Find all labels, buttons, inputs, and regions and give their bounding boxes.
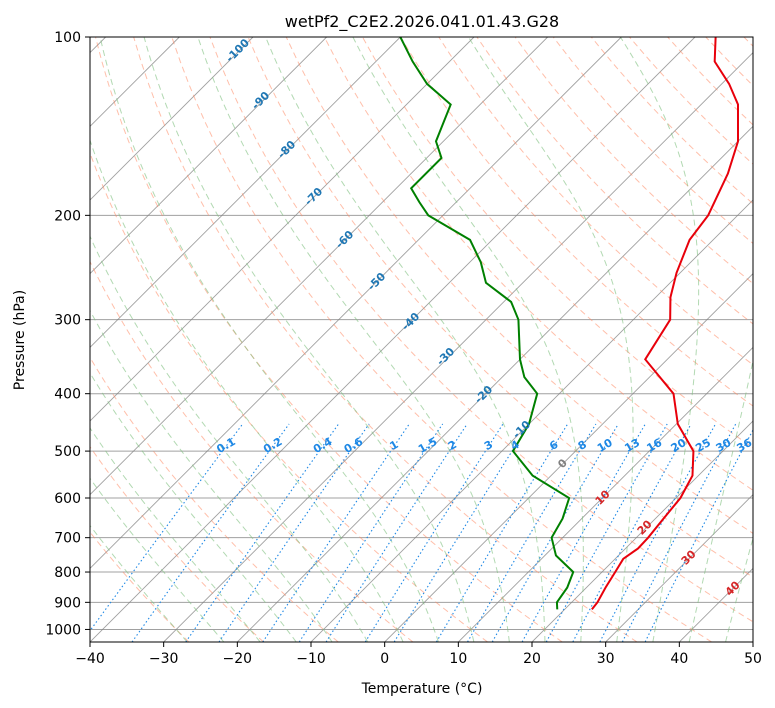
dry-adiabat-line: [323, 37, 753, 491]
x-tick-label: −30: [149, 651, 179, 667]
isotherm-line: [90, 37, 548, 496]
dewpoint-profile-line: [399, 37, 575, 610]
moist-adiabat-lines: [90, 37, 753, 642]
x-tick-label: 10: [449, 651, 467, 667]
dry-adiabat-line: [514, 37, 753, 285]
x-tick-label: −10: [296, 651, 326, 667]
dry-adiabat-line: [90, 445, 264, 642]
moist-adiabat-line: [619, 37, 700, 642]
isotherm-line: [163, 52, 753, 642]
moist-adiabat-line: [99, 37, 439, 642]
mixing-ratio-line: [364, 423, 504, 642]
y-tick-label: 400: [54, 387, 81, 403]
moist-adiabat-line: [197, 37, 510, 642]
mixing-ratio-line: [572, 423, 692, 642]
x-tick-label: 20: [523, 651, 541, 667]
y-tick-label: 500: [54, 444, 81, 460]
isotherm-line: [237, 125, 753, 642]
moist-adiabat-line: [688, 358, 753, 642]
dry-adiabat-line: [90, 260, 414, 642]
y-tick-label: 200: [54, 208, 81, 224]
x-tick-label: −20: [223, 651, 253, 667]
profile-series: [399, 37, 740, 611]
isotherm-line: [90, 37, 622, 569]
mixing-ratio-label: 36: [734, 436, 754, 455]
chart-title: wetPf2_C2E2.2026.041.01.43.G28: [285, 12, 559, 32]
moist-adiabat-line: [90, 235, 369, 642]
axes: −40 −30 −20 −10 0 10 20 30 40 50 100 200 300 400 500 60…: [45, 30, 762, 667]
dry-adiabat-line: [247, 37, 753, 578]
y-axis-label: Pressure (hPa): [12, 290, 28, 390]
dry-adiabat-line: [171, 37, 713, 642]
isotherm-line: [384, 273, 753, 642]
isotherm-line: [90, 37, 401, 348]
mixing-ratio-line: [218, 423, 370, 642]
plot-area: -100-90-80-70-60-50-40-30-20-10010203040…: [90, 37, 754, 642]
dry-adiabat-line: [209, 37, 753, 623]
dry-adiabat-line: [133, 37, 638, 642]
x-tick-label: 50: [744, 651, 762, 667]
isotherm-line: [531, 420, 753, 642]
x-tick-label: 0: [380, 651, 389, 667]
mixing-ratio-line: [599, 423, 716, 642]
y-tick-label: 700: [54, 531, 81, 547]
isotherm-line: [90, 37, 254, 201]
dry-adiabat-line: [90, 356, 339, 642]
isotherm-line: [90, 37, 696, 642]
x-tick-label: 40: [670, 651, 688, 667]
moist-adiabat-line: [90, 427, 261, 642]
y-tick-label: 300: [54, 313, 81, 329]
temperature-profile-line: [591, 37, 740, 611]
y-tick-label: 100: [54, 30, 81, 46]
plot-frame: [89, 36, 754, 643]
mixing-ratio-line: [393, 423, 530, 642]
moist-adiabat-line: [265, 37, 546, 642]
moist-adiabat-line: [143, 37, 475, 642]
mixing-ratio-line: [185, 423, 340, 642]
moist-adiabat-line: [725, 536, 753, 642]
x-tick-label: −40: [75, 651, 105, 667]
moist-adiabat-line: [90, 309, 333, 642]
isotherm-lines: [90, 37, 753, 642]
moist-adiabat-line: [90, 477, 225, 642]
y-tick-label: 1000: [45, 622, 81, 638]
dry-adiabat-line: [95, 37, 563, 642]
moist-adiabat-line: [90, 372, 297, 642]
moist-adiabat-line: [90, 524, 188, 642]
mixing-ratio-line: [521, 423, 646, 642]
isotherm-line: [458, 346, 753, 642]
mixing-ratio-line: [131, 423, 290, 642]
isotherm-line: [605, 494, 753, 642]
y-tick-label: 600: [54, 491, 81, 507]
isotherm-line: [90, 37, 475, 422]
mixing-ratio-line: [467, 423, 597, 642]
y-tick-label: 900: [54, 595, 81, 611]
moist-adiabat-line: [352, 37, 584, 642]
mixing-ratio-line: [435, 423, 569, 642]
mixing-ratio-line: [644, 428, 753, 642]
dry-adiabat-line: [476, 37, 753, 325]
mixing-ratio-line: [545, 423, 668, 642]
isobar-lines: [90, 37, 753, 630]
mixing-ratio-lines: [90, 423, 753, 642]
x-axis-label: Temperature (°C): [361, 681, 483, 697]
x-tick-label: 30: [597, 651, 615, 667]
y-tick-label: 800: [54, 565, 81, 581]
isotherm-line: [90, 37, 327, 275]
moist-adiabat-line: [90, 138, 404, 642]
mixing-ratio-line: [262, 423, 410, 642]
mixing-ratio-line: [621, 423, 737, 642]
